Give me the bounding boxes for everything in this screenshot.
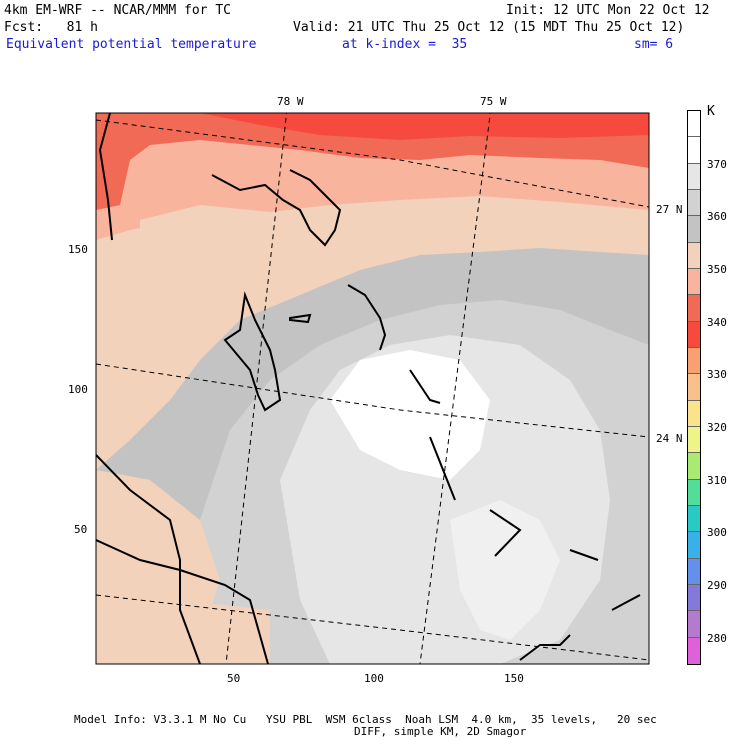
- x-tick-100: 100: [364, 672, 384, 685]
- lon-label-75w: 75 W: [480, 95, 507, 108]
- y-tick-100: 100: [68, 383, 88, 396]
- graticule: [96, 113, 649, 664]
- colorbar-segment: [688, 295, 700, 322]
- colorbar-segment: [688, 584, 700, 612]
- coastlines: [96, 113, 641, 664]
- colorbar-label: 320: [707, 421, 727, 434]
- colorbar-segment: [688, 611, 700, 638]
- colorbar-label: 360: [707, 210, 727, 224]
- colorbar-segment: [688, 216, 700, 243]
- colorbar-segment: [688, 111, 700, 138]
- y-tick-50: 50: [74, 523, 88, 536]
- colorbar: [687, 110, 701, 665]
- y-tick-150: 150: [68, 243, 88, 256]
- colorbar-label: 300: [707, 526, 727, 540]
- colorbar-segment: [688, 558, 700, 585]
- k-index: at k-index = 35: [342, 37, 468, 52]
- colorbar-unit: K: [707, 104, 715, 119]
- colorbar-label: 340: [707, 315, 727, 329]
- colorbar-segment: [688, 637, 700, 664]
- x-tick-150: 150: [504, 672, 524, 685]
- smoothing: sm= 6: [634, 37, 674, 52]
- model-title: 4km EM-WRF -- NCAR/MMM for TC: [4, 3, 231, 18]
- colorbar-label: 310: [707, 473, 727, 487]
- lat-label-24n: 24 N: [656, 432, 683, 445]
- colorbar-segment: [688, 137, 700, 164]
- model-info-2: DIFF, simple KM, 2D Smagor: [354, 725, 527, 738]
- colorbar-label: 350: [707, 263, 727, 276]
- colorbar-segment: [688, 532, 700, 559]
- colorbar-label: 290: [707, 579, 727, 592]
- colorbar-label: 330: [707, 368, 727, 382]
- colorbar-segment: [688, 479, 700, 506]
- colorbar-segment: [688, 453, 700, 480]
- forecast-hour: Fcst: 81 h: [4, 20, 98, 35]
- colorbar-segment: [688, 189, 700, 217]
- colorbar-segment: [688, 347, 700, 375]
- colorbar-segment: [688, 321, 700, 348]
- colorbar-segment: [688, 426, 700, 454]
- colorbar-segment: [688, 400, 700, 427]
- colorbar-segment: [688, 268, 700, 296]
- valid-time: Valid: 21 UTC Thu 25 Oct 12 (15 MDT Thu …: [293, 20, 685, 35]
- init-time: Init: 12 UTC Mon 22 Oct 12: [506, 3, 710, 18]
- colorbar-label: 280: [707, 631, 727, 645]
- colorbar-segment: [688, 374, 700, 401]
- colorbar-segment: [688, 505, 700, 533]
- colorbar-segment: [688, 163, 700, 190]
- lat-label-27n: 27 N: [656, 203, 683, 216]
- lon-label-78w: 78 W: [277, 95, 304, 108]
- colorbar-segment: [688, 242, 700, 269]
- model-info: Model Info: V3.3.1 M No Cu YSU PBL WSM 6…: [74, 713, 657, 726]
- x-tick-50: 50: [227, 672, 241, 685]
- shaded-field: [96, 113, 649, 664]
- field-name: Equivalent potential temperature: [6, 37, 257, 52]
- colorbar-label: 370: [707, 157, 727, 171]
